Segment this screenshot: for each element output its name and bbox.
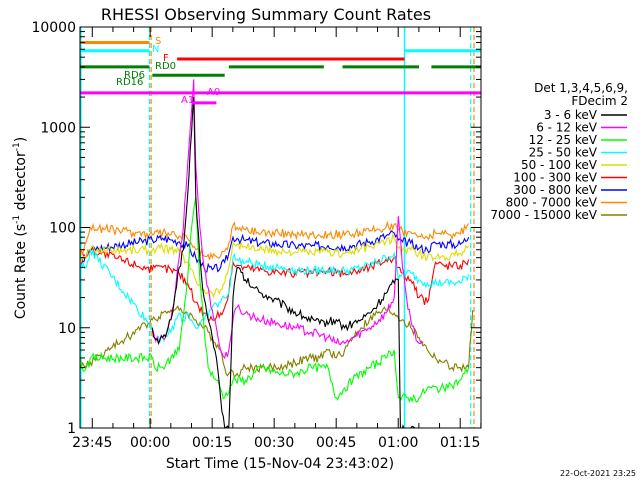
footer-timestamp: 22-Oct-2021 23:25 [560, 469, 636, 478]
series-line-2 [80, 197, 470, 404]
legend-label-8: 7000 - 15000 keV [490, 208, 597, 222]
x-tick-label-0: 23:45 [72, 435, 112, 451]
x-tick-label-1: 00:00 [130, 435, 170, 451]
chart-title: RHESSI Observing Summary Count Rates [101, 5, 431, 24]
y-label-sup-1: -1 [12, 215, 22, 224]
series-line-8 [80, 305, 474, 378]
flag-label-rd6: RD6 [124, 70, 145, 81]
legend-label-6: 300 - 800 keV [513, 183, 597, 197]
flag-label-a0: A0 [207, 87, 220, 98]
flag-label-f: F [163, 53, 169, 64]
x-tick-label-5: 01:00 [378, 435, 418, 451]
series-line-1 [151, 79, 424, 360]
axis-layer: 1 10 100 1000 10000 23:45 00:00 00:15 00:30 00:45… [31, 20, 482, 451]
legend-label-2: 12 - 25 keV [529, 133, 598, 147]
series-line-7 [80, 220, 470, 260]
flag-label-a1: A1 [181, 95, 194, 106]
flag-label-rd16: RD16 [116, 77, 143, 88]
y-tick-label-4: 10000 [31, 20, 76, 36]
legend-label-0: 3 - 6 keV [544, 108, 598, 122]
flag-label-rd0: RD0 [155, 61, 176, 72]
y-label-part-2: detector [13, 151, 29, 215]
series-line-0 [151, 97, 416, 428]
legend-label-4: 50 - 100 keV [521, 158, 598, 172]
y-label-sup-2: -1 [12, 142, 22, 151]
legend-label-3: 25 - 50 keV [529, 146, 598, 160]
series-line-5 [80, 246, 470, 322]
y-tick-label-3: 1000 [40, 120, 76, 136]
y-tick-label-1: 10 [58, 321, 76, 337]
y-tick-label-0: 1 [67, 421, 76, 437]
x-tick-label-4: 00:45 [316, 435, 356, 451]
legend-header-line-1: Det 1,3,4,5,6,9, [534, 81, 628, 95]
legend-label-7: 800 - 7000 keV [506, 196, 598, 210]
y-axis-label: Count Rate (s-1 detector-1) [12, 137, 29, 319]
x-tick-label-6: 01:15 [440, 435, 480, 451]
flag-label-n: N [152, 44, 159, 55]
y-label-part-3: ) [13, 137, 29, 142]
legend-header-line-2: FDecim 2 [571, 94, 628, 108]
series-line-6 [80, 230, 470, 273]
y-label-part-1: Count Rate (s [13, 224, 29, 319]
x-tick-label-2: 00:15 [192, 435, 232, 451]
flag-label-s: S [155, 36, 161, 47]
y-tick-label-2: 100 [49, 221, 76, 237]
series-line-4 [80, 232, 469, 299]
legend-label-1: 6 - 12 keV [536, 121, 598, 135]
x-tick-label-3: 00:30 [254, 435, 294, 451]
x-axis-label: Start Time (15-Nov-04 23:43:02) [166, 456, 394, 472]
legend-label-5: 100 - 300 keV [513, 171, 597, 185]
